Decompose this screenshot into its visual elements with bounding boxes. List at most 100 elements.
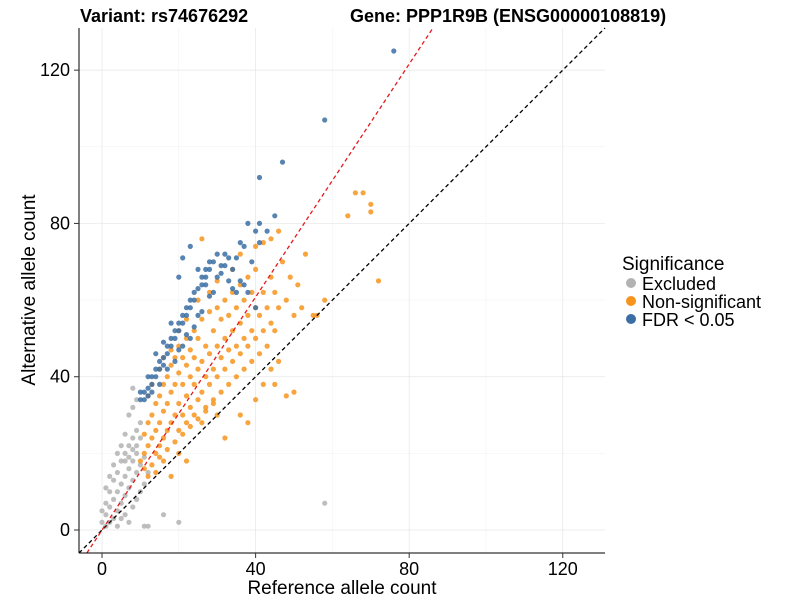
- point-non-significant: [203, 404, 209, 410]
- point-excluded: [130, 385, 136, 391]
- point-non-significant: [375, 278, 382, 284]
- point-non-significant: [172, 355, 178, 361]
- point-non-significant: [222, 297, 228, 303]
- point-fdr-0-05: [160, 362, 167, 368]
- point-non-significant: [268, 366, 274, 372]
- point-fdr-0-05: [233, 289, 239, 295]
- point-fdr-0-05: [253, 228, 259, 234]
- point-fdr-0-05: [241, 243, 247, 249]
- point-excluded: [134, 427, 140, 433]
- point-excluded: [145, 523, 151, 529]
- point-non-significant: [157, 393, 163, 399]
- point-fdr-0-05: [233, 255, 239, 261]
- point-fdr-0-05: [237, 278, 243, 284]
- point-non-significant: [241, 366, 247, 372]
- point-non-significant: [322, 297, 328, 303]
- point-non-significant: [168, 389, 174, 395]
- point-excluded: [103, 500, 109, 506]
- point-excluded: [122, 458, 128, 464]
- point-fdr-0-05: [253, 305, 259, 311]
- point-fdr-0-05: [137, 389, 143, 395]
- point-fdr-0-05: [172, 328, 178, 334]
- point-fdr-0-05: [153, 351, 159, 357]
- point-non-significant: [283, 393, 289, 399]
- point-non-significant: [291, 389, 297, 395]
- point-fdr-0-05: [157, 381, 163, 387]
- point-fdr-0-05: [245, 289, 251, 295]
- point-excluded: [126, 412, 132, 418]
- point-excluded: [137, 420, 143, 426]
- point-excluded: [176, 519, 182, 525]
- point-non-significant: [260, 289, 266, 295]
- point-fdr-0-05: [137, 397, 143, 403]
- point-excluded: [130, 504, 136, 510]
- point-excluded: [130, 458, 136, 464]
- x-tick-label: 40: [246, 559, 266, 579]
- point-fdr-0-05: [168, 320, 174, 326]
- point-non-significant: [245, 343, 251, 349]
- point-non-significant: [149, 412, 155, 418]
- point-fdr-0-05: [272, 213, 278, 219]
- point-non-significant: [245, 312, 251, 318]
- point-non-significant: [237, 282, 243, 288]
- legend-swatch-non-significant: [626, 296, 636, 306]
- point-non-significant: [187, 347, 193, 353]
- point-non-significant: [180, 381, 186, 387]
- point-fdr-0-05: [168, 335, 174, 341]
- point-excluded: [122, 512, 128, 518]
- point-fdr-0-05: [210, 259, 216, 265]
- point-excluded: [122, 450, 128, 456]
- point-non-significant: [249, 289, 255, 295]
- point-excluded: [118, 443, 124, 449]
- point-non-significant: [272, 289, 278, 295]
- legend: Significance Excluded Non-significant FD…: [622, 254, 761, 330]
- point-excluded: [141, 523, 147, 529]
- point-excluded: [103, 512, 109, 518]
- point-non-significant: [226, 347, 232, 353]
- point-fdr-0-05: [237, 240, 243, 246]
- point-fdr-0-05: [322, 117, 328, 123]
- point-non-significant: [272, 328, 278, 334]
- point-fdr-0-05: [210, 289, 216, 295]
- point-non-significant: [153, 400, 159, 407]
- point-excluded: [118, 500, 124, 506]
- point-fdr-0-05: [230, 286, 236, 292]
- point-fdr-0-05: [222, 251, 228, 257]
- point-non-significant: [233, 343, 239, 349]
- point-non-significant: [183, 335, 190, 341]
- point-non-significant: [149, 435, 155, 441]
- legend-swatch-excluded: [626, 278, 636, 288]
- point-fdr-0-05: [256, 174, 263, 181]
- point-non-significant: [264, 305, 270, 311]
- point-non-significant: [233, 305, 239, 311]
- point-non-significant: [260, 328, 266, 334]
- point-non-significant: [157, 420, 163, 426]
- point-fdr-0-05: [191, 289, 197, 295]
- point-non-significant: [187, 374, 193, 380]
- point-non-significant: [279, 259, 286, 265]
- point-excluded: [122, 473, 128, 479]
- point-excluded: [134, 469, 140, 476]
- legend-title: Significance: [622, 254, 724, 275]
- legend-label-non-significant: Non-significant: [642, 292, 761, 312]
- point-non-significant: [199, 358, 205, 364]
- point-excluded: [126, 443, 132, 449]
- point-non-significant: [145, 443, 151, 449]
- point-non-significant: [149, 462, 155, 468]
- x-tick-label: 0: [97, 559, 107, 579]
- point-non-significant: [176, 400, 182, 407]
- point-non-significant: [256, 351, 263, 357]
- point-fdr-0-05: [241, 282, 247, 288]
- point-fdr-0-05: [230, 266, 236, 272]
- point-fdr-0-05: [222, 263, 228, 269]
- point-fdr-0-05: [187, 243, 193, 249]
- point-non-significant: [199, 236, 205, 242]
- point-non-significant: [253, 335, 259, 341]
- point-non-significant: [352, 190, 358, 196]
- point-non-significant: [218, 355, 224, 361]
- point-non-significant: [195, 416, 201, 422]
- point-non-significant: [141, 431, 147, 437]
- point-fdr-0-05: [214, 274, 220, 280]
- point-non-significant: [199, 420, 205, 426]
- point-fdr-0-05: [203, 266, 209, 272]
